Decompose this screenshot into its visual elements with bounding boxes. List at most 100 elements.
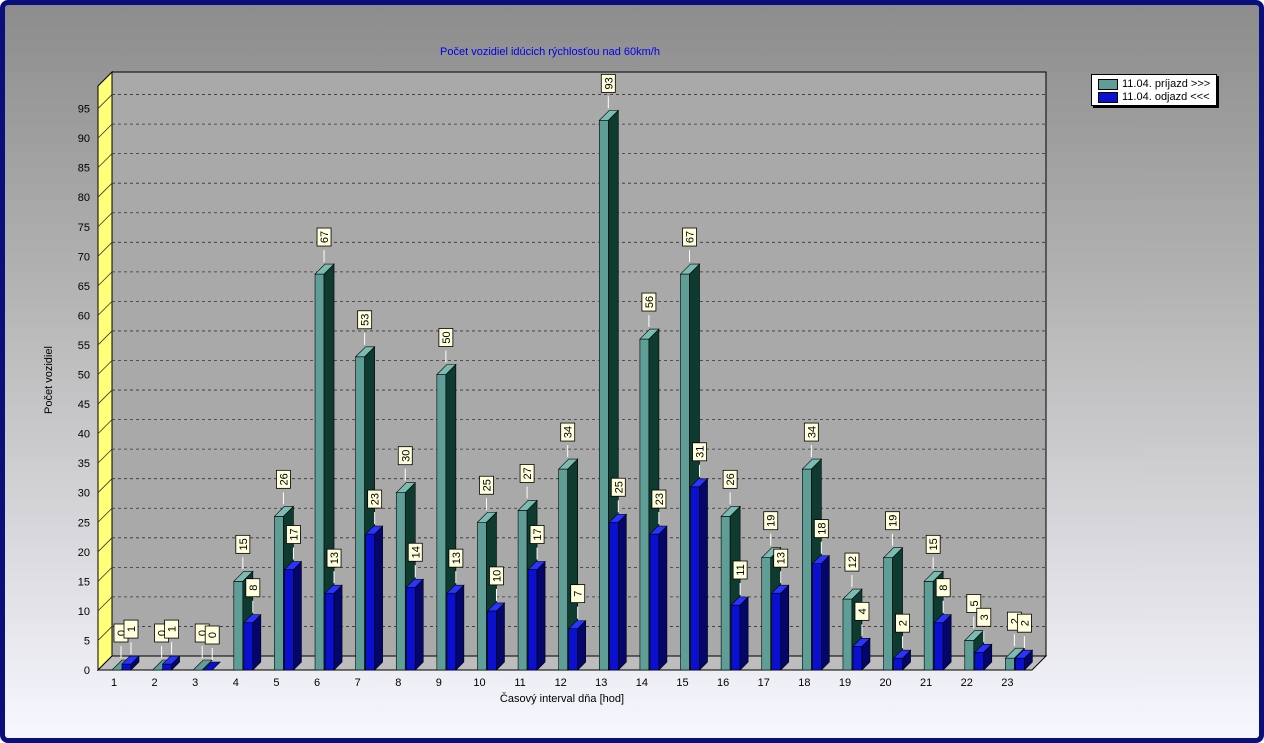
data-label-arrival-text: 30: [400, 450, 412, 462]
bar-departure-front: [487, 610, 497, 671]
data-label-departure-text: 2: [1019, 620, 1031, 626]
data-label-departure-text: 31: [695, 446, 707, 458]
bar-departure: [243, 613, 262, 671]
y-tick-label: 0: [84, 665, 90, 677]
y-tick-label: 65: [78, 281, 90, 293]
data-label-departure-text: 7: [573, 591, 585, 597]
data-label-departure: 8: [245, 578, 261, 598]
x-tick-label: 2: [152, 677, 158, 689]
data-label-arrival-text: 0: [116, 630, 128, 636]
bar-arrival-front: [720, 516, 731, 671]
data-label-departure-box: [204, 625, 220, 645]
x-tick-label: 1: [111, 677, 117, 689]
gridline-side: [97, 478, 113, 493]
bar-arrival-top: [801, 458, 823, 470]
data-label-departure-text: 17: [532, 528, 544, 540]
data-label-departure-text: 1: [126, 626, 138, 632]
data-label-arrival-text: 27: [522, 467, 534, 479]
legend-swatch-departure: [1098, 91, 1118, 103]
data-label-departure-text: 13: [451, 552, 463, 564]
data-label-arrival: 27: [519, 464, 535, 483]
bar-departure-top: [933, 614, 952, 624]
side-wall: [97, 70, 113, 672]
data-label-departure-text: 1: [167, 626, 179, 632]
bar-arrival-front: [964, 640, 975, 671]
data-label-departure-text: 13: [329, 552, 341, 564]
bar-arrival-front: [883, 557, 893, 671]
bar-departure-side: [739, 596, 749, 671]
bar-arrival-front: [802, 468, 812, 671]
x-tick-label: 5: [273, 677, 279, 689]
y-tick-label: 70: [78, 251, 90, 263]
bar-departure-side: [496, 602, 505, 671]
x-tick-label: 19: [839, 677, 851, 689]
data-label-departure: 1: [123, 619, 139, 639]
bar-departure-side: [455, 584, 465, 671]
x-tick-label: 13: [595, 677, 607, 689]
bar-arrival-front: [639, 338, 650, 671]
data-label-arrival-text: 0: [197, 630, 209, 636]
y-axis-title: Počet vozidiel: [43, 346, 55, 414]
bar-arrival-top: [354, 346, 376, 358]
data-label-arrival: 26: [722, 469, 738, 489]
bar-departure-top: [283, 561, 303, 570]
legend-item-arrival: 11.04. príjazd >>>: [1098, 78, 1210, 90]
data-label-departure: 23: [367, 489, 383, 509]
data-label-departure-box: [286, 525, 301, 544]
bar-departure-side: [414, 578, 424, 671]
bar-departure: [852, 637, 871, 671]
bar-departure-front: [243, 622, 254, 671]
x-tick-label: 20: [879, 677, 891, 689]
y-tick-label: 80: [78, 192, 90, 204]
bar-departure: [405, 578, 424, 671]
data-label-departure-text: 13: [776, 552, 788, 564]
data-label-arrival-box: [479, 475, 494, 495]
data-label-departure: 10: [489, 566, 504, 586]
gridline-side: [97, 626, 113, 641]
bar-arrival-front: [517, 510, 528, 671]
y-tick-label: 85: [78, 163, 90, 175]
bar-arrival-top: [598, 110, 620, 121]
bar-arrival-front: [558, 468, 568, 671]
bar-departure-front: [1015, 657, 1025, 671]
bar-arrival-front: [761, 557, 772, 671]
gridline-side: [97, 567, 113, 582]
bar-departure-top: [121, 655, 140, 665]
x-tick-label: 14: [636, 677, 648, 689]
data-label-arrival: 53: [357, 310, 373, 330]
data-label-arrival-text: 19: [766, 515, 778, 527]
data-label-arrival: 15: [235, 534, 251, 554]
data-label-departure-box: [489, 566, 504, 586]
bar-arrival-front: [274, 516, 284, 671]
data-label-departure: 18: [813, 519, 829, 539]
data-label-departure-box: [529, 525, 545, 544]
data-label-arrival: 93: [600, 73, 616, 93]
bar-departure-side: [374, 525, 383, 671]
data-label-arrival: 26: [276, 469, 291, 489]
gridline-side: [97, 389, 113, 405]
bar-departure-front: [405, 586, 416, 671]
bar-arrival-top: [923, 571, 944, 582]
gridline-side: [97, 360, 113, 375]
bar-departure: [730, 596, 749, 671]
bar-departure-top: [486, 602, 506, 612]
gridline-side: [97, 212, 113, 228]
bar-departure-top: [649, 525, 668, 535]
bar-departure-front: [893, 657, 903, 671]
bar-arrival-front: [680, 273, 690, 671]
bar-departure-side: [821, 554, 830, 671]
y-tick-label: 95: [78, 104, 90, 116]
data-label-departure-text: 25: [613, 481, 625, 493]
x-tick-label: 21: [920, 677, 932, 689]
data-label-departure: 2: [895, 613, 910, 633]
gridline-side: [97, 419, 113, 434]
data-label-departure-box: [448, 548, 464, 568]
bar-departure-top: [730, 596, 749, 606]
data-label-departure: 7: [570, 584, 586, 604]
bar-arrival-front: [395, 492, 406, 671]
y-tick-label: 10: [78, 606, 90, 618]
bar-departure-top: [892, 649, 912, 659]
bar-departure-front: [974, 651, 985, 671]
bar-departure: [811, 554, 831, 671]
data-label-departure: 13: [773, 548, 789, 568]
